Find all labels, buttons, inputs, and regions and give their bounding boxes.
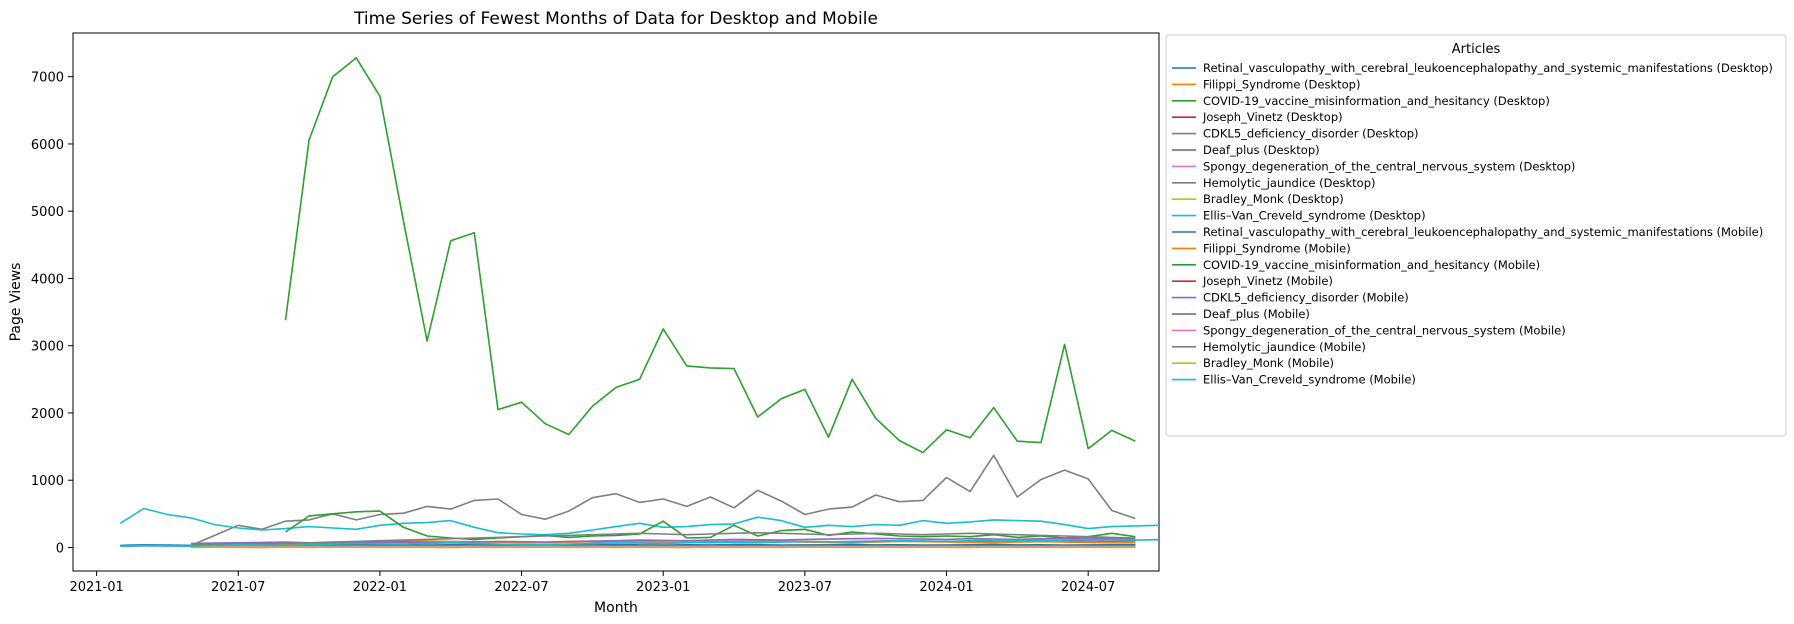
legend-entry: Deaf_plus (Desktop)	[1203, 143, 1320, 157]
legend-entry: COVID-19_vaccine_misinformation_and_hesi…	[1203, 258, 1540, 272]
legend-entry: Joseph_Vinetz (Desktop)	[1202, 110, 1343, 124]
x-tick-label: 2022-01	[353, 580, 407, 595]
y-tick-label: 5000	[31, 205, 64, 220]
y-axis-title: Page Views	[8, 263, 24, 342]
x-tick-label: 2021-07	[211, 580, 265, 595]
y-tick-label: 4000	[31, 272, 64, 287]
y-tick-label: 6000	[31, 138, 64, 153]
legend-entry: Bradley_Monk (Mobile)	[1203, 356, 1334, 370]
series-line-9	[119, 507, 1160, 536]
legend-entry: Deaf_plus (Mobile)	[1203, 307, 1310, 321]
legend-entry: Retinal_vasculopathy_with_cerebral_leuko…	[1203, 225, 1763, 239]
x-tick-label: 2024-01	[919, 580, 973, 595]
legend-entry: Hemolytic_jaundice (Desktop)	[1203, 176, 1376, 190]
y-tick-label: 3000	[31, 340, 64, 355]
series-line-19	[120, 538, 1160, 547]
legend-entry: Hemolytic_jaundice (Mobile)	[1203, 340, 1366, 354]
y-tick-label: 7000	[31, 71, 64, 86]
series-lines	[119, 57, 1160, 549]
series-line-7	[190, 454, 1136, 547]
legend-entry: Spongy_degeneration_of_the_central_nervo…	[1203, 323, 1566, 337]
x-tick-label: 2021-01	[69, 580, 123, 595]
legend-entry: Ellis–Van_Creveld_syndrome (Desktop)	[1203, 209, 1426, 223]
y-tick-label: 2000	[31, 407, 64, 422]
legend-entry: Filippi_Syndrome (Desktop)	[1203, 77, 1360, 91]
legend-title: Articles	[1452, 42, 1501, 57]
legend-entry: Ellis–Van_Creveld_syndrome (Mobile)	[1203, 373, 1416, 387]
x-axis-title: Month	[594, 600, 638, 616]
legend-entry: Bradley_Monk (Desktop)	[1203, 192, 1344, 206]
legend-entry: Filippi_Syndrome (Mobile)	[1203, 241, 1351, 255]
x-tick-label: 2023-01	[636, 580, 690, 595]
plot-area	[72, 32, 1160, 572]
legend-entry: Spongy_degeneration_of_the_central_nervo…	[1203, 159, 1575, 173]
x-axis: 2021-01 2021-07 2022-01 2022-07 2023-01 2023-…	[69, 571, 1115, 595]
y-tick-label: 1000	[31, 474, 64, 489]
series-line-17	[190, 531, 1136, 546]
y-axis: 0 1000 2000 3000 4000 5000 6000 7000	[31, 71, 73, 556]
legend-entry: CDKL5_deficiency_disorder (Mobile)	[1203, 291, 1409, 305]
legend-entry: CDKL5_deficiency_disorder (Desktop)	[1203, 127, 1419, 141]
x-tick-label: 2023-07	[778, 580, 832, 595]
legend: Articles Retinal_vasculopathy_with_cereb…	[1165, 34, 1787, 437]
x-tick-label: 2022-07	[494, 580, 548, 595]
legend-entry: Retinal_vasculopathy_with_cerebral_leuko…	[1203, 61, 1773, 75]
legend-entry: COVID-19_vaccine_misinformation_and_hesi…	[1203, 94, 1550, 108]
legend-box	[1165, 34, 1787, 437]
legend-entry: Joseph_Vinetz (Mobile)	[1202, 274, 1333, 288]
x-tick-label: 2024-07	[1061, 580, 1115, 595]
y-tick-label: 0	[56, 541, 64, 556]
series-line-2	[284, 57, 1136, 454]
chart-title: Time Series of Fewest Months of Data for…	[353, 9, 878, 29]
